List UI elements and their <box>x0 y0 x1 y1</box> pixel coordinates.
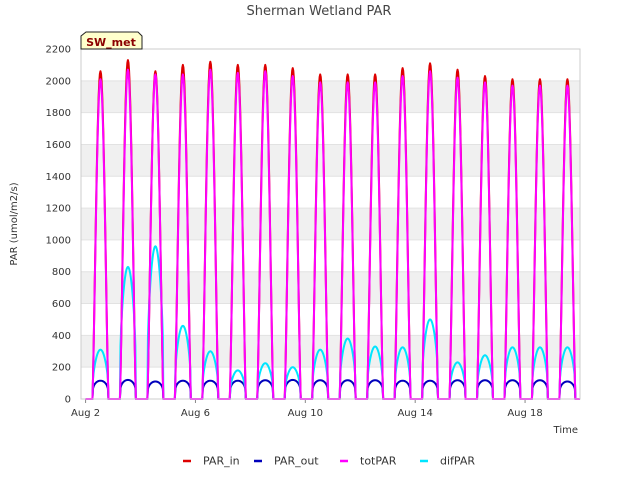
y-tick-label: 0 <box>65 395 71 406</box>
grid-band <box>81 144 580 177</box>
x-tick-label: Aug 18 <box>507 408 542 419</box>
y-tick-label: 800 <box>52 267 71 278</box>
site-tag-label: SW_met <box>86 36 136 49</box>
x-axis-title: Time <box>553 425 578 436</box>
y-tick-label: 600 <box>52 299 71 310</box>
y-axis-title: PAR (umol/m2/s) <box>9 182 20 265</box>
y-tick-label: 400 <box>52 331 71 342</box>
x-tick-label: Aug 14 <box>397 408 432 419</box>
grid-band <box>81 335 580 368</box>
y-tick-label: 1000 <box>46 235 71 246</box>
grid-band <box>81 271 580 304</box>
y-tick-label: 2000 <box>46 76 71 87</box>
legend-label: difPAR <box>440 455 475 468</box>
y-tick-label: 1400 <box>46 172 71 183</box>
grid-band <box>81 208 580 240</box>
grid-band <box>81 80 580 113</box>
y-tick-label: 1800 <box>46 108 71 119</box>
site-tag-box <box>80 31 143 50</box>
chart-title: Sherman Wetland PAR <box>247 4 392 19</box>
x-tick-label: Aug 2 <box>71 408 100 419</box>
x-tick-label: Aug 6 <box>181 408 210 419</box>
y-tick-label: 2200 <box>46 45 71 56</box>
x-axis: Aug 2 Aug 6 Aug 10 Aug 14 Aug 18 <box>71 399 543 419</box>
plot-frame <box>80 48 581 400</box>
x-tick-label: Aug 10 <box>288 408 323 419</box>
legend-label: totPAR <box>360 455 397 468</box>
grid-bands <box>81 49 580 399</box>
y-tick-label: 200 <box>52 363 71 374</box>
legend-label: PAR_in <box>203 455 240 468</box>
y-tick-label: 1200 <box>46 204 71 215</box>
y-axis: 0 200 400 600 800 1000 1200 1400 1600 1800 2000 220… <box>46 45 580 406</box>
legend: PAR_in PAR_out totPAR difPAR <box>183 455 475 468</box>
site-tag: SW_met <box>80 31 143 50</box>
legend-label: PAR_out <box>274 455 319 468</box>
y-tick-label: 1600 <box>46 140 71 151</box>
